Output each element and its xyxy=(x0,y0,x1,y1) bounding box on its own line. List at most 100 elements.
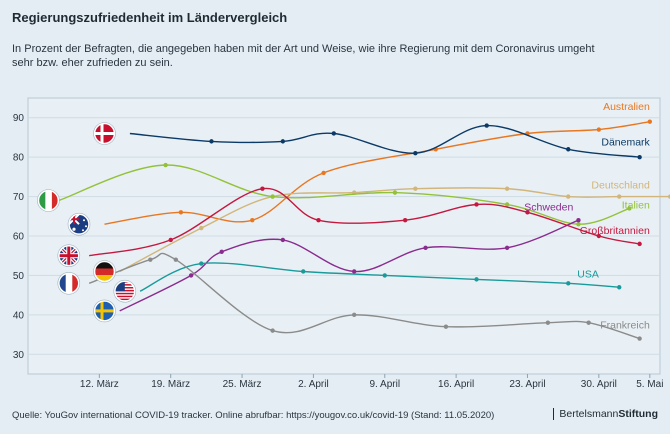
data-point-grobritannien xyxy=(402,218,408,223)
data-point-schweden xyxy=(351,269,357,274)
source-note: Quelle: YouGov international COVID-19 tr… xyxy=(12,410,495,421)
uk-flag-icon xyxy=(57,244,81,267)
y-tick-label: 50 xyxy=(13,271,25,282)
data-point-frankreich xyxy=(173,257,179,262)
flags-group xyxy=(37,122,137,323)
france-flag-icon xyxy=(57,271,81,295)
data-point-usa xyxy=(566,281,571,286)
data-point-dnemark xyxy=(280,139,286,144)
data-point-usa xyxy=(474,277,479,282)
data-point-italien xyxy=(270,194,275,199)
series-label: Australien xyxy=(603,101,650,113)
data-point-frankreich xyxy=(351,312,357,318)
y-tick-label: 40 xyxy=(13,310,25,321)
x-tick-label: 25. März xyxy=(223,379,262,390)
data-point-italien xyxy=(576,221,581,227)
data-point-dnemark xyxy=(566,147,571,152)
data-point-usa xyxy=(301,269,306,274)
data-point-grobritannien xyxy=(260,186,265,191)
data-point-dnemark xyxy=(413,151,418,156)
series-line-grobritannien xyxy=(89,187,640,257)
x-tick-label: 2. April xyxy=(298,379,329,390)
data-point-grobritannien xyxy=(525,210,530,215)
data-point-schweden xyxy=(188,273,194,278)
data-point-frankreich xyxy=(148,257,153,262)
data-point-usa xyxy=(199,261,204,266)
series-line-dnemark xyxy=(129,124,640,158)
chart-subtitle: In Prozent der Befragten, die angegeben … xyxy=(12,43,595,69)
data-point-deutschland xyxy=(199,225,204,231)
series-label: Dänemark xyxy=(601,136,650,148)
series-line-schweden xyxy=(119,219,579,312)
series-line-deutschland xyxy=(119,187,670,273)
data-point-grobritannien xyxy=(168,237,173,243)
data-point-australien xyxy=(596,127,602,132)
data-point-frankreich xyxy=(270,328,275,333)
denmark-flag-icon xyxy=(93,122,116,145)
data-point-italien xyxy=(392,190,398,195)
data-point-schweden xyxy=(219,249,224,254)
x-tick-label: 12. März xyxy=(80,379,119,390)
data-point-italien xyxy=(163,162,168,168)
sweden-flag-icon xyxy=(93,299,116,323)
x-tick-label: 16. April xyxy=(438,379,474,390)
data-point-australien xyxy=(250,218,255,223)
data-point-deutschland xyxy=(504,186,510,191)
data-point-grobritannien xyxy=(316,218,321,223)
series-label: Deutschland xyxy=(591,180,650,192)
data-point-grobritannien xyxy=(637,241,642,247)
data-point-deutschland xyxy=(617,194,622,199)
data-point-grobritannien xyxy=(474,202,479,207)
italy-flag-icon xyxy=(37,189,60,212)
series-label: Italien xyxy=(622,199,650,211)
data-point-dnemark xyxy=(637,154,642,160)
data-point-australien xyxy=(647,119,653,124)
y-tick-label: 80 xyxy=(13,153,25,164)
x-tick-label: 9. April xyxy=(369,379,400,390)
series-labels: Australien Dänemark Deutschland Italien Schw… xyxy=(524,101,650,332)
series-label: Frankreich xyxy=(600,320,650,332)
data-point-frankreich xyxy=(637,336,642,341)
data-point-australien xyxy=(178,210,184,215)
x-tick-label: 19. März xyxy=(151,379,190,390)
y-axis: 30 40 50 60 70 80 90 xyxy=(13,113,25,361)
data-point-deutschland xyxy=(413,186,418,191)
data-point-usa xyxy=(617,285,622,290)
x-tick-label: 30. April xyxy=(581,379,617,390)
data-point-deutschland xyxy=(667,194,670,199)
y-tick-label: 90 xyxy=(13,113,25,124)
data-point-schweden xyxy=(423,245,428,251)
y-tick-label: 70 xyxy=(13,192,25,203)
data-point-frankreich xyxy=(443,324,449,329)
x-tick-label: 5. Mai xyxy=(636,379,663,390)
data-point-usa xyxy=(382,273,387,278)
series-line-australien xyxy=(104,121,650,225)
data-point-australien xyxy=(321,170,326,176)
grid-lines xyxy=(28,117,660,355)
data-point-schweden xyxy=(280,237,286,243)
series-group xyxy=(58,119,670,341)
data-point-dnemark xyxy=(331,131,337,136)
usa-flag-icon xyxy=(113,279,137,303)
data-point-dnemark xyxy=(209,139,214,144)
data-point-dnemark xyxy=(484,123,489,128)
data-point-schweden xyxy=(576,218,581,223)
brand-logo: BertelsmannStiftung xyxy=(553,408,658,420)
chart-title: Regierungszufriedenheit im Länderverglei… xyxy=(12,10,288,25)
series-label: Großbritannien xyxy=(580,225,650,237)
data-point-italien xyxy=(627,206,632,211)
x-tick-label: 23. April xyxy=(509,379,545,390)
series-label: Schweden xyxy=(524,201,573,213)
data-point-deutschland xyxy=(566,194,571,199)
y-tick-label: 30 xyxy=(13,350,25,361)
australia-flag-icon xyxy=(67,212,91,236)
data-point-frankreich xyxy=(545,320,551,325)
data-point-italien xyxy=(504,202,510,207)
data-point-schweden xyxy=(504,245,510,251)
data-point-frankreich xyxy=(586,320,591,325)
x-axis: 12. März 19. März 25. März 2. April 9. April… xyxy=(80,374,663,390)
y-tick-label: 60 xyxy=(13,232,25,243)
data-point-grobritannien xyxy=(596,233,602,239)
germany-flag-icon xyxy=(93,260,116,283)
